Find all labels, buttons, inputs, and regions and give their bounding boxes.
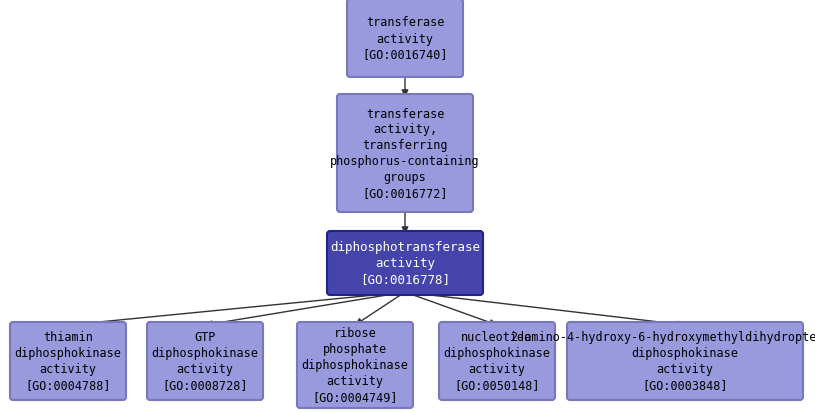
Text: transferase
activity
[GO:0016740]: transferase activity [GO:0016740] — [362, 17, 447, 62]
Text: thiamin
diphosphokinase
activity
[GO:0004788]: thiamin diphosphokinase activity [GO:000… — [15, 331, 121, 392]
FancyBboxPatch shape — [147, 322, 263, 400]
FancyBboxPatch shape — [337, 95, 473, 212]
Text: diphosphotransferase
activity
[GO:0016778]: diphosphotransferase activity [GO:001677… — [330, 241, 480, 286]
FancyBboxPatch shape — [567, 322, 803, 400]
Text: GTP
diphosphokinase
activity
[GO:0008728]: GTP diphosphokinase activity [GO:0008728… — [152, 331, 258, 392]
FancyBboxPatch shape — [439, 322, 555, 400]
FancyBboxPatch shape — [297, 322, 413, 408]
Text: 2-amino-4-hydroxy-6-hydroxymethyldihydropteridine
diphosphokinase
activity
[GO:0: 2-amino-4-hydroxy-6-hydroxymethyldihydro… — [510, 331, 815, 392]
FancyBboxPatch shape — [347, 0, 463, 78]
Text: nucleotide
diphosphokinase
activity
[GO:0050148]: nucleotide diphosphokinase activity [GO:… — [443, 331, 550, 392]
FancyBboxPatch shape — [327, 231, 483, 295]
FancyBboxPatch shape — [10, 322, 126, 400]
Text: ribose
phosphate
diphosphokinase
activity
[GO:0004749]: ribose phosphate diphosphokinase activit… — [302, 327, 408, 404]
Text: transferase
activity,
transferring
phosphorus-containing
groups
[GO:0016772]: transferase activity, transferring phosp… — [330, 107, 480, 200]
